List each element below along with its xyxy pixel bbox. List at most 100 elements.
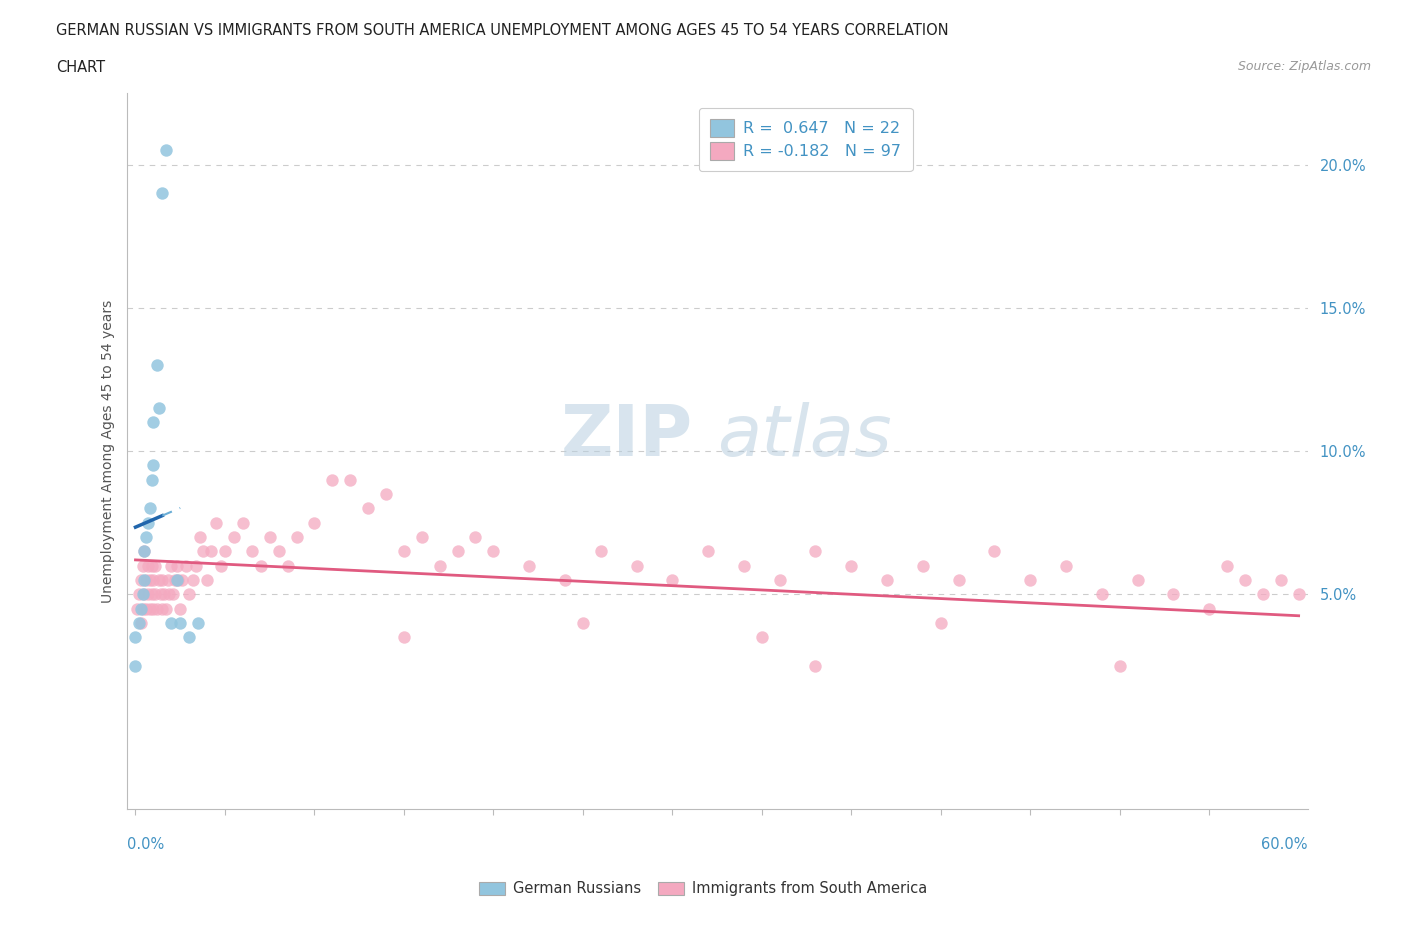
Point (141, 472, 163, 487)
Point (136, 515, 159, 530)
Point (128, 587, 150, 602)
Point (1251, 587, 1274, 602)
Point (179, 630, 201, 644)
Point (429, 558, 451, 573)
Point (142, 415, 165, 430)
Point (188, 529, 211, 544)
Point (232, 515, 254, 530)
Point (214, 544, 236, 559)
Text: GERMAN RUSSIAN VS IMMIGRANTS FROM SOUTH AMERICA UNEMPLOYMENT AMONG AGES 45 TO 54: GERMAN RUSSIAN VS IMMIGRANTS FROM SOUTH … (56, 23, 949, 38)
Point (1108, 658, 1130, 673)
Point (141, 587, 163, 602)
Point (160, 558, 183, 573)
Point (1163, 587, 1185, 602)
Text: Source: ZipAtlas.com: Source: ZipAtlas.com (1237, 60, 1371, 73)
Point (375, 486, 398, 501)
Point (1198, 601, 1220, 616)
Point (129, 601, 152, 616)
Point (166, 558, 188, 573)
Point (153, 587, 176, 602)
Point (131, 558, 153, 573)
Point (321, 472, 343, 487)
Point (769, 573, 792, 588)
Point (839, 558, 862, 573)
Point (267, 544, 290, 559)
Y-axis label: Unemployment Among Ages 45 to 54 years: Unemployment Among Ages 45 to 54 years (101, 299, 115, 603)
Point (1126, 573, 1149, 588)
Point (751, 630, 773, 644)
Point (1019, 573, 1042, 588)
Point (136, 587, 159, 602)
Legend: German Russians, Immigrants from South America: German Russians, Immigrants from South A… (474, 875, 932, 902)
Point (139, 501, 162, 516)
Point (143, 558, 166, 573)
Point (392, 630, 415, 644)
Point (186, 558, 208, 573)
Point (150, 186, 173, 201)
Point (697, 544, 720, 559)
Point (136, 558, 159, 573)
Point (139, 601, 162, 616)
Point (911, 558, 934, 573)
Point (135, 529, 157, 544)
Point (150, 573, 173, 588)
Point (169, 601, 191, 616)
Point (929, 616, 952, 631)
Point (392, 544, 415, 559)
Point (733, 558, 755, 573)
Point (129, 616, 152, 631)
Point (411, 529, 433, 544)
Point (169, 616, 191, 631)
Point (167, 573, 190, 588)
Point (339, 472, 361, 487)
Point (174, 558, 197, 573)
Point (482, 544, 505, 559)
Point (983, 544, 1005, 559)
Point (626, 558, 648, 573)
Point (134, 587, 156, 602)
Point (124, 658, 146, 673)
Point (149, 587, 172, 602)
Point (1270, 573, 1292, 588)
Point (142, 573, 165, 588)
Point (446, 544, 468, 559)
Point (146, 601, 169, 616)
Text: ZIP: ZIP (561, 403, 693, 472)
Point (134, 544, 156, 559)
Point (187, 616, 209, 631)
Point (1233, 573, 1256, 588)
Point (193, 544, 215, 559)
Point (259, 529, 281, 544)
Point (129, 573, 152, 588)
Point (142, 601, 165, 616)
Legend: R =  0.647   N = 22, R = -0.182   N = 97: R = 0.647 N = 22, R = -0.182 N = 97 (699, 108, 912, 171)
Point (240, 544, 263, 559)
Point (141, 558, 163, 573)
Point (148, 401, 170, 416)
Point (162, 587, 184, 602)
Text: CHART: CHART (56, 60, 105, 75)
Point (160, 616, 183, 631)
Point (124, 630, 146, 644)
Point (1288, 587, 1310, 602)
Point (304, 515, 326, 530)
Point (1216, 558, 1239, 573)
Point (131, 601, 153, 616)
Point (159, 587, 181, 602)
Point (139, 573, 162, 588)
Point (249, 558, 271, 573)
Point (179, 587, 201, 602)
Point (146, 358, 169, 373)
Point (127, 601, 149, 616)
Point (222, 529, 245, 544)
Point (134, 573, 156, 588)
Point (195, 573, 218, 588)
Point (205, 515, 228, 530)
Point (181, 573, 204, 588)
Point (135, 601, 157, 616)
Point (148, 573, 170, 588)
Point (876, 573, 898, 588)
Point (128, 616, 150, 631)
Text: 0.0%: 0.0% (127, 837, 163, 852)
Text: 60.0%: 60.0% (1261, 837, 1308, 852)
